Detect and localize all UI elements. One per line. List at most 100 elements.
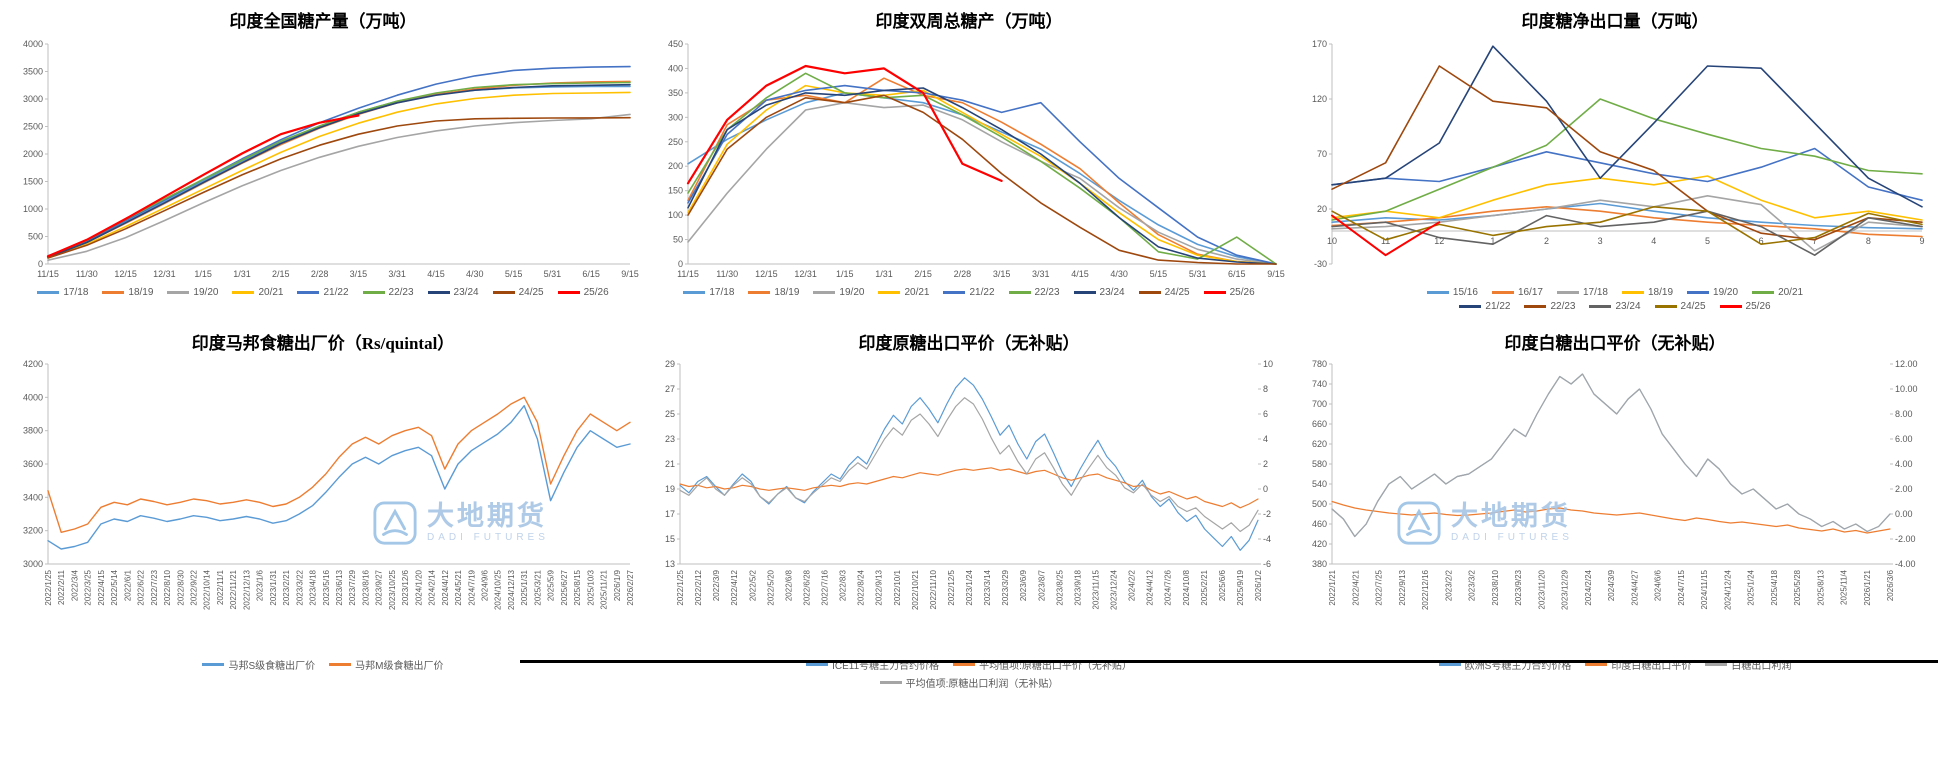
x-tick-label: 4/30 [466, 269, 484, 279]
x-tick-label: 5/15 [1150, 269, 1168, 279]
y-tick-label: 500 [1312, 499, 1327, 509]
y2-tick-label: 2.00 [1895, 484, 1913, 494]
x-tick-label: 4 [1651, 236, 1656, 246]
x-tick-label: 2024/6/6 [1654, 569, 1663, 601]
x-tick-label: 2023/3/29 [1001, 569, 1010, 605]
x-tick-label: 11/15 [37, 269, 59, 279]
legend-swatch [878, 291, 901, 294]
x-tick-label: 2023/1/24 [965, 569, 974, 605]
y2-tick-label: -4.00 [1895, 559, 1916, 569]
y-tick-label: 120 [1312, 94, 1327, 104]
series-line-23/24 [1331, 210, 1923, 256]
watermark-en: DADI FUTURES [1451, 532, 1573, 543]
legend-swatch [102, 291, 125, 294]
x-tick-label: 2022/12/5 [947, 569, 956, 605]
x-tick-label: 2/15 [914, 269, 932, 279]
x-tick-label: 2022/5/20 [766, 569, 775, 605]
legend-item-25/26: 25/26 [1719, 301, 1771, 312]
legend-swatch [953, 663, 976, 666]
legend-label: 19/20 [839, 287, 865, 298]
legend-label: 25/26 [583, 287, 609, 298]
y2-tick-label: 10 [1263, 359, 1273, 369]
x-tick-label: 9/15 [1267, 269, 1285, 279]
x-tick-label: 2023/8/25 [1055, 569, 1064, 605]
y2-tick-label: 6 [1263, 409, 1268, 419]
x-tick-label: 2 [1544, 236, 1549, 246]
legend-swatch [1719, 305, 1742, 308]
series-line-18/19 [1331, 175, 1923, 221]
x-tick-label: 3/31 [1032, 269, 1050, 279]
x-tick-label: 2022/4/12 [730, 569, 739, 605]
x-tick-label: 2024/1/20 [414, 569, 423, 605]
y-tick-label: 500 [28, 232, 43, 242]
legend-swatch [232, 291, 255, 294]
x-tick-label: 2024/2/24 [1584, 569, 1593, 605]
y-tick-label: 2000 [23, 149, 43, 159]
legend-swatch [1491, 291, 1514, 294]
chart-panel-national-production: 印度全国糖产量（万吨） 0 500 1000 1500 2000 2500 3000 3500… [0, 0, 646, 312]
x-tick-label: 4/30 [1110, 269, 1128, 279]
chart-panel-maharashtra-price: 印度马邦食糖出厂价（Rs/quintal） 3000 3200 3400 3600 38… [0, 322, 646, 690]
x-tick-label: 2022/8/30 [176, 569, 185, 605]
x-tick-label: 1/31 [233, 269, 251, 279]
x-tick-label: 1 [1490, 236, 1495, 246]
x-tick-label: 2025/5/28 [1793, 569, 1802, 605]
chart-plot-area: 0 50 100 150 200 250 300 350 400 450 11/15 11/30 12/… [646, 34, 1292, 286]
x-tick-label: 2025/6/27 [560, 569, 569, 605]
x-tick-label: 2025/5/9 [547, 569, 556, 601]
x-tick-label: 12/31 [153, 269, 176, 279]
legend-swatch [1138, 291, 1161, 294]
x-tick-label: 2022/11/10 [929, 569, 938, 609]
legend-item-25/26: 25/26 [1203, 287, 1255, 298]
x-tick-label: 2025/2/21 [1200, 569, 1209, 605]
y-tick-label: 450 [668, 39, 683, 49]
series-line-马邦S级食糖出厂价 [47, 405, 631, 550]
x-tick-label: 2026/2/27 [626, 569, 635, 605]
watermark-cn: 大地期货 [1451, 501, 1571, 531]
x-tick-label: 12/15 [755, 269, 778, 279]
x-tick-label: 2022/6/28 [802, 569, 811, 605]
y2-tick-label: -2.00 [1895, 534, 1916, 544]
legend-swatch [1585, 663, 1608, 666]
y-tick-label: 780 [1312, 359, 1327, 369]
x-tick-label: 2022/6/1 [123, 569, 132, 601]
legend-swatch [683, 291, 706, 294]
x-tick-label: 2022/1/21 [1328, 569, 1337, 605]
chart-panel-raw-sugar-parity: 印度原糖出口平价（无补贴） 13 15 17 19 21 23 25 27 29 -6 -4 -2 0 2… [646, 322, 1292, 690]
x-tick-label: 2023/9/23 [1514, 569, 1523, 605]
series-line-19/20 [47, 113, 631, 261]
y-tick-label: 19 [665, 484, 675, 494]
white-sugar-export-parity-plot: 380 420 460 500 540 580 620 660 700 740 780 -4.00 -2… [1312, 359, 1918, 610]
chart-title: 印度白糖出口平价（无补贴） [1504, 334, 1726, 353]
legend-item-18/19: 18/19 [102, 287, 153, 298]
y-tick-label: 29 [665, 359, 675, 369]
series-line-白糖出口利润 [1331, 373, 1891, 538]
y-tick-label: 3800 [23, 426, 43, 436]
y-tick-label: 700 [1312, 399, 1327, 409]
legend-swatch [1203, 291, 1226, 294]
legend-swatch [1556, 291, 1579, 294]
x-tick-label: 2022/6/22 [137, 569, 146, 605]
x-tick-label: 2023/2/21 [282, 569, 291, 605]
x-tick-label: 6 [1759, 236, 1764, 246]
y-tick-label: 150 [668, 186, 683, 196]
series-line-15/16 [1331, 202, 1923, 230]
legend-item-16/17: 16/17 [1491, 287, 1543, 298]
x-tick-label: 2022/3/25 [84, 569, 93, 605]
legend-swatch [1705, 663, 1728, 666]
watermark-text: 大地期货 DADI FUTURES [427, 503, 549, 544]
x-tick-label: 2024/4/12 [441, 569, 450, 605]
legend-swatch [1752, 291, 1775, 294]
y-tick-label: 420 [1312, 539, 1327, 549]
legend-label: ICE11号糖主力合约价格 [832, 661, 940, 672]
x-tick-label: 6/15 [1228, 269, 1246, 279]
series-line-19/20 [687, 101, 1277, 265]
series-line-22/23 [1331, 65, 1923, 241]
x-tick-label: 12/15 [114, 269, 137, 279]
legend-swatch [1622, 291, 1644, 294]
x-tick-label: 2022/1/25 [676, 569, 685, 605]
x-tick-label: 2025/11/4 [1840, 569, 1849, 605]
legend-label: 17/18 [1582, 287, 1608, 298]
chart-plot-area: -30 20 70 120 170 10 11 12 1 2 3 4 5 6 7 8 9 [1292, 34, 1938, 286]
